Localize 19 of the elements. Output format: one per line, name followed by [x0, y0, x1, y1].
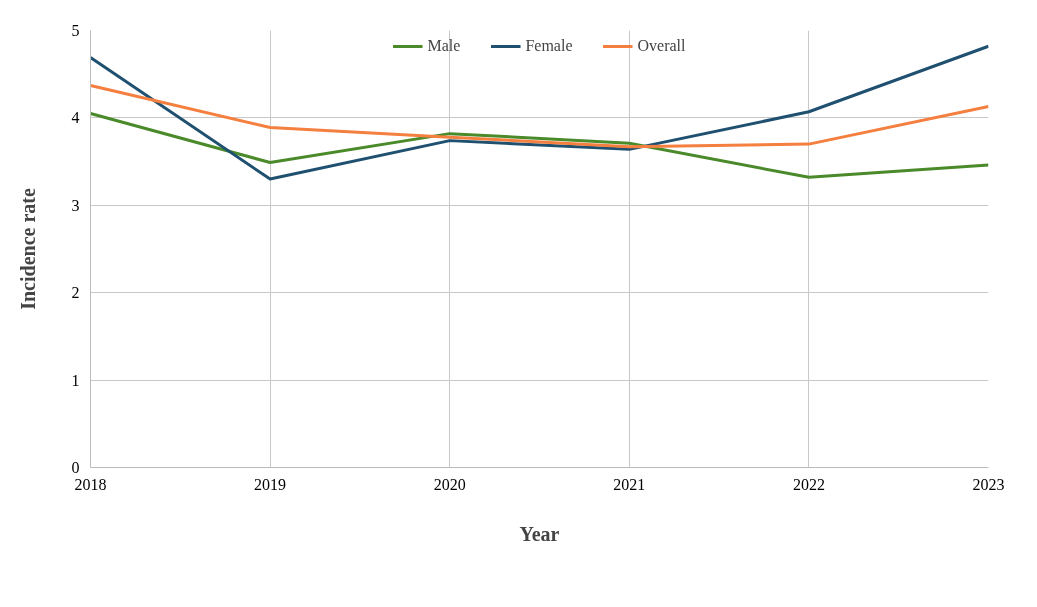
x-tick-label: 2020: [433, 475, 466, 493]
x-axis-title: Year: [519, 522, 560, 545]
y-tick-label: 2: [71, 284, 80, 302]
y-tick-label: 3: [71, 196, 80, 214]
line-series: [90, 112, 989, 179]
legend-label: Overall: [637, 37, 686, 55]
y-tick-label: 5: [71, 22, 80, 39]
x-tick-label: 2018: [74, 475, 107, 493]
legend-label: Male: [427, 37, 461, 55]
y-tick-label: 1: [71, 371, 80, 389]
x-tick-label: 2019: [254, 475, 287, 493]
y-tick-label: 4: [71, 109, 80, 127]
x-tick-label: 2023: [972, 475, 1005, 493]
y-axis-title: Incidence rate: [16, 188, 39, 310]
x-tick-label: 2021: [613, 475, 646, 493]
legend-label: Female: [525, 37, 573, 55]
x-tick-label: 2022: [792, 475, 825, 493]
y-tick-label: 0: [71, 459, 80, 476]
line-series: [90, 84, 989, 149]
